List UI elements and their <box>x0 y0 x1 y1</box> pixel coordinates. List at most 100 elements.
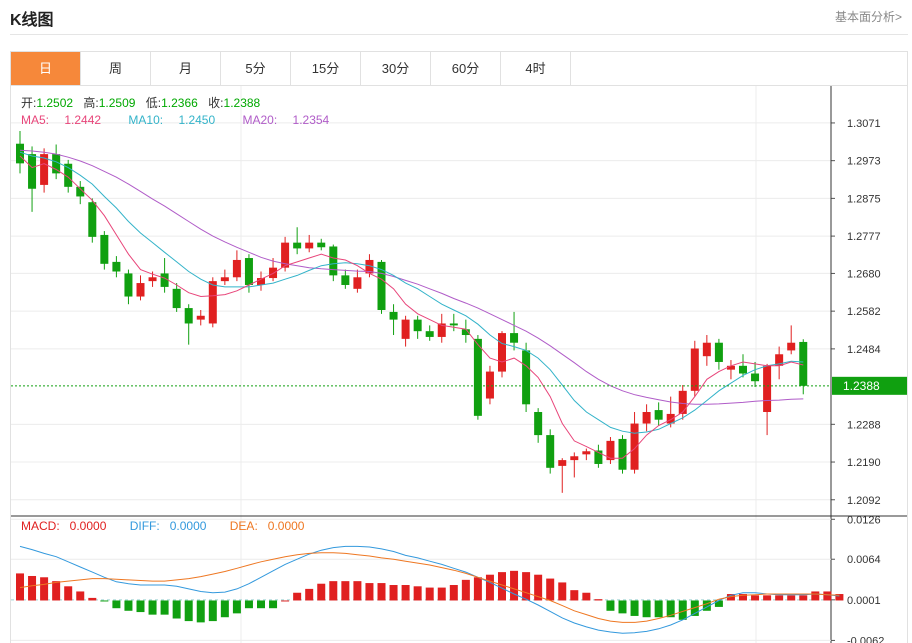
low-label: 低: <box>145 96 162 110</box>
ma5-value: 1.2442 <box>64 113 102 127</box>
price-tick-label: 1.2092 <box>847 495 881 507</box>
macd-bar <box>353 581 362 601</box>
macd-bar <box>461 579 470 601</box>
macd-bar <box>100 600 109 602</box>
candle-body <box>377 261 386 310</box>
ohlc-readout: 开:1.2502 高:1.2509 低:1.2366 收:1.2388 <box>21 94 267 111</box>
price-tick-label: 1.2288 <box>847 419 881 431</box>
candle-body <box>775 354 784 366</box>
price-tick-label: 1.2973 <box>847 156 881 168</box>
macd-bar <box>594 599 603 601</box>
dea-label: DEA: <box>229 519 258 533</box>
macd-bar <box>835 594 844 601</box>
candle-body <box>329 246 338 276</box>
macd-bar <box>341 581 350 601</box>
macd-value: 0.0000 <box>69 519 107 533</box>
macd-bar <box>196 600 205 623</box>
candle-body <box>208 281 217 324</box>
macd-bar <box>281 600 290 602</box>
candle-body <box>28 154 37 189</box>
ma10-line <box>19 151 804 434</box>
open-value: 1.2502 <box>36 96 74 110</box>
macd-bar <box>76 591 85 601</box>
macd-bar <box>40 577 49 601</box>
candle-body <box>281 242 290 268</box>
candle-body <box>401 319 410 339</box>
candle-body <box>365 259 374 274</box>
macd-bar <box>365 583 374 601</box>
chart-area[interactable]: 1.3071 1.2973 1.2875 1.2777 1.2680 1.2582 1.24… <box>10 86 908 643</box>
tab-4hour[interactable]: 4时 <box>501 52 571 85</box>
candle-body <box>546 435 555 468</box>
candle-body <box>654 410 663 420</box>
candle-body <box>534 412 543 436</box>
candle-body <box>678 390 687 414</box>
macd-bar <box>714 600 723 607</box>
macd-bar <box>799 595 808 601</box>
high-label: 高: <box>83 96 99 110</box>
candle-body <box>666 413 675 424</box>
close-label: 收: <box>208 96 224 110</box>
ma10-label: MA10: <box>128 113 164 127</box>
tab-30min[interactable]: 30分 <box>361 52 431 85</box>
macd-bar <box>269 600 278 609</box>
macd-bar <box>654 600 663 618</box>
ma20-line <box>19 149 804 405</box>
candle-body <box>124 273 133 297</box>
macd-bar <box>763 595 772 601</box>
candle-body <box>510 333 519 343</box>
candle-body <box>76 186 85 197</box>
macd-bar <box>739 594 747 601</box>
fundamental-analysis-link[interactable]: 基本面分析> <box>834 10 902 24</box>
macd-bar <box>726 594 735 601</box>
tab-15min[interactable]: 15分 <box>291 52 361 85</box>
macd-tick-label: 0.0126 <box>847 514 881 526</box>
period-tabbar: 日 周 月 5分 15分 30分 60分 4时 <box>10 51 908 86</box>
macd-bar <box>257 600 265 609</box>
tab-day[interactable]: 日 <box>11 52 81 85</box>
candle-body <box>389 311 398 320</box>
price-tick-label: 1.2484 <box>847 344 881 356</box>
macd-bar <box>317 583 326 601</box>
kline-chart[interactable]: 1.3071 1.2973 1.2875 1.2777 1.2680 1.2582 1.24… <box>11 86 907 643</box>
candle-body <box>64 163 73 187</box>
candle-body <box>40 154 49 185</box>
macd-bar <box>618 600 627 614</box>
macd-bar <box>546 578 555 601</box>
candle-body <box>570 456 579 461</box>
tab-month[interactable]: 月 <box>151 52 221 85</box>
macd-bar <box>823 591 832 601</box>
candle-body <box>160 273 169 287</box>
macd-bar <box>64 586 73 601</box>
macd-bar <box>377 583 386 601</box>
macd-bar <box>136 600 145 613</box>
macd-bar <box>389 585 398 601</box>
diff-label: DIFF: <box>129 519 160 533</box>
macd-bar <box>244 600 253 609</box>
macd-bar <box>232 600 241 614</box>
macd-legend: MACD: 0.0000 DIFF: 0.0000 DEA: 0.0000 <box>21 519 324 533</box>
tab-week[interactable]: 周 <box>81 52 151 85</box>
tab-60min[interactable]: 60分 <box>431 52 501 85</box>
macd-bar <box>702 600 711 611</box>
dea-line <box>19 552 840 623</box>
ma20-legend: MA20: 1.2354 <box>242 113 341 127</box>
macd-bar <box>642 600 651 618</box>
candle-body <box>594 450 603 464</box>
macd-bar <box>305 588 314 601</box>
open-label: 开: <box>21 96 37 110</box>
candle-body <box>714 342 723 362</box>
low-value: 1.2366 <box>161 96 198 110</box>
candle-body <box>763 365 772 412</box>
price-tick-label: 1.2680 <box>847 268 881 280</box>
candle-body <box>437 323 446 337</box>
ma20-label: MA20: <box>242 113 278 127</box>
candle-body <box>52 154 61 174</box>
macd-bar <box>534 574 543 601</box>
macd-bar <box>329 581 338 601</box>
macd-bar <box>88 597 97 601</box>
candle-body <box>112 261 121 272</box>
tab-5min[interactable]: 5分 <box>221 52 291 85</box>
candle-body <box>172 288 181 309</box>
candle-body <box>461 329 470 336</box>
